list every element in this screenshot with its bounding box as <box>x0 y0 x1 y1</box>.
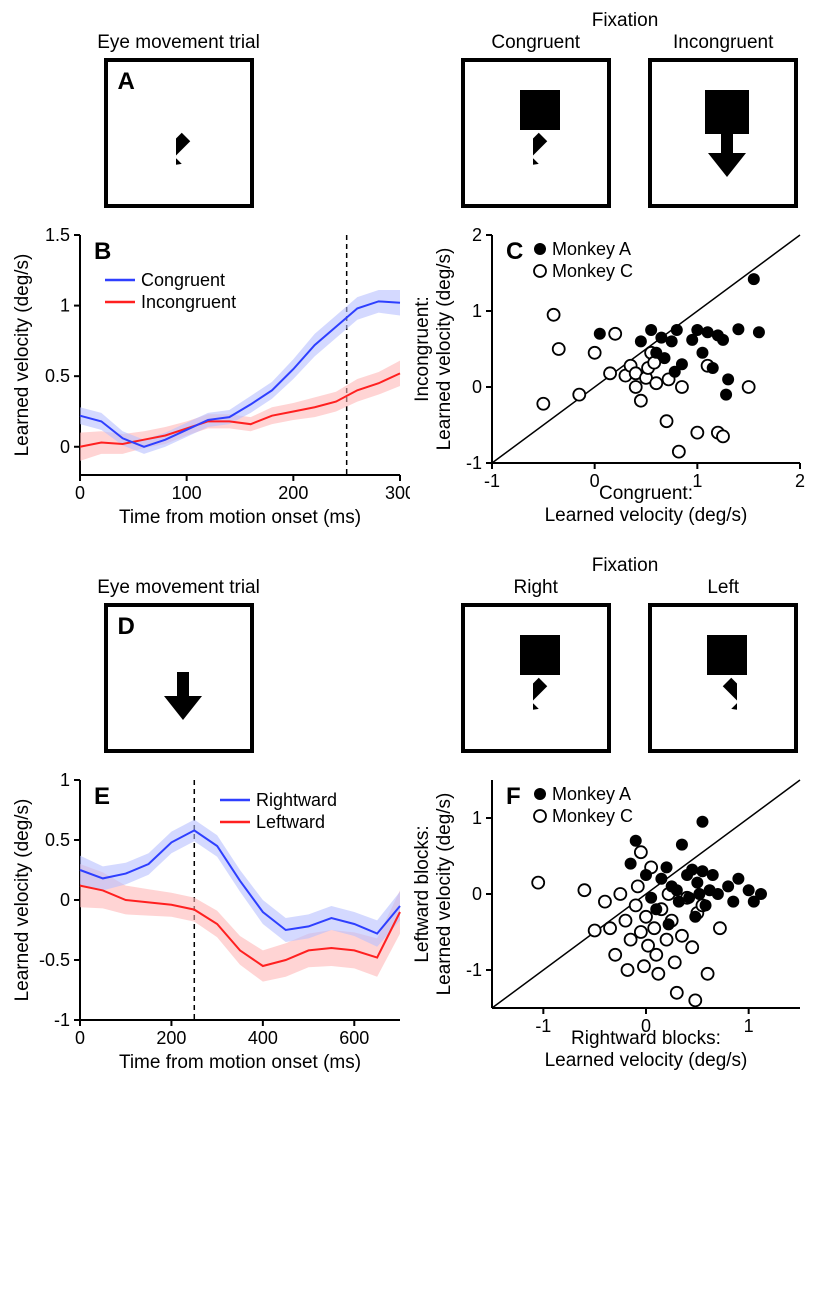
arrow-down-icon <box>158 672 208 732</box>
title-eye-d: Eye movement trial <box>70 577 287 599</box>
panel-c-scatter: -1012-1012Incongruent:Learned velocity (… <box>410 225 810 535</box>
svg-text:B: B <box>94 238 111 265</box>
svg-text:1: 1 <box>60 770 70 790</box>
svg-text:1: 1 <box>472 808 482 828</box>
svg-text:Learned velocity (deg/s): Learned velocity (deg/s) <box>545 505 748 526</box>
svg-text:0: 0 <box>60 437 70 457</box>
panel-b-chart: 0 100 200 300 0 0.5 1 1.5 Learned velocity (deg/… <box>10 225 410 535</box>
svg-text:Rightward: Rightward <box>256 790 337 810</box>
title-fixation-d: Fixation <box>440 555 810 577</box>
arrow-se-icon <box>533 672 593 732</box>
svg-text:C: C <box>506 238 523 265</box>
box-incongruent <box>648 58 798 208</box>
arrow-se-icon <box>176 127 236 187</box>
arrow-se-icon <box>533 127 593 187</box>
svg-text:E: E <box>94 783 110 810</box>
svg-text:0: 0 <box>472 377 482 397</box>
panel-f-scatter: -101-101Leftward blocks:Learned velocity… <box>410 770 810 1080</box>
row-ef: 0 200 400 600 -1 -0.5 0 0.5 1 Learned velocity (d… <box>10 770 812 1080</box>
svg-text:-1: -1 <box>466 453 482 473</box>
svg-text:Monkey C: Monkey C <box>552 261 633 281</box>
svg-text:0: 0 <box>75 1028 85 1048</box>
svg-text:Leftward blocks:: Leftward blocks: <box>412 825 433 962</box>
row-a-schematics: Fixation Eye movement trial A Congruent <box>10 10 812 205</box>
box-congruent <box>461 58 611 208</box>
panel-e-chart: 0 200 400 600 -1 -0.5 0 0.5 1 Learned velocity (d… <box>10 770 410 1080</box>
svg-text:1: 1 <box>744 1016 754 1036</box>
svg-text:1.5: 1.5 <box>45 225 70 245</box>
svg-text:0.5: 0.5 <box>45 366 70 386</box>
svg-text:-1: -1 <box>54 1010 70 1030</box>
svg-text:2: 2 <box>472 225 482 245</box>
box-right <box>461 603 611 753</box>
svg-text:Incongruent: Incongruent <box>141 292 236 312</box>
svg-text:0: 0 <box>75 483 85 503</box>
svg-text:1: 1 <box>60 296 70 316</box>
svg-text:600: 600 <box>339 1028 369 1048</box>
title-fixation-a: Fixation <box>440 10 810 32</box>
arrow-down-icon <box>702 127 752 187</box>
svg-text:Learned velocity (deg/s): Learned velocity (deg/s) <box>434 248 455 451</box>
svg-text:Congruent:: Congruent: <box>599 483 693 504</box>
svg-text:-0.5: -0.5 <box>39 950 70 970</box>
square-icon <box>520 635 560 675</box>
svg-text:1: 1 <box>472 301 482 321</box>
svg-text:Learned velocity (deg/s): Learned velocity (deg/s) <box>545 1050 748 1071</box>
svg-text:200: 200 <box>156 1028 186 1048</box>
svg-text:2: 2 <box>795 471 805 491</box>
svg-text:Congruent: Congruent <box>141 270 225 290</box>
svg-text:300: 300 <box>385 483 410 503</box>
svg-text:0.5: 0.5 <box>45 830 70 850</box>
square-icon <box>707 635 747 675</box>
svg-text:Time from motion onset (ms): Time from motion onset (ms) <box>119 1052 361 1073</box>
svg-text:Monkey A: Monkey A <box>552 239 631 259</box>
svg-text:-1: -1 <box>535 1016 551 1036</box>
svg-text:200: 200 <box>278 483 308 503</box>
title-eye-a: Eye movement trial <box>70 32 287 54</box>
arrow-sw-icon <box>677 672 737 732</box>
svg-text:Incongruent:: Incongruent: <box>412 296 433 402</box>
svg-text:Monkey A: Monkey A <box>552 784 631 804</box>
svg-text:Time from motion onset (ms): Time from motion onset (ms) <box>119 507 361 528</box>
figure: Fixation Eye movement trial A Congruent <box>10 10 812 1080</box>
svg-text:0: 0 <box>472 884 482 904</box>
box-eye-d: D <box>104 603 254 753</box>
svg-text:-1: -1 <box>484 471 500 491</box>
svg-text:Rightward blocks:: Rightward blocks: <box>571 1028 721 1049</box>
svg-text:Learned velocity (deg/s): Learned velocity (deg/s) <box>12 799 33 1002</box>
panel-label-a: A <box>118 68 135 96</box>
square-icon <box>520 90 560 130</box>
box-eye-a: A <box>104 58 254 208</box>
svg-text:400: 400 <box>248 1028 278 1048</box>
svg-text:-1: -1 <box>466 960 482 980</box>
box-left <box>648 603 798 753</box>
svg-text:Learned velocity (deg/s): Learned velocity (deg/s) <box>12 254 33 457</box>
svg-text:F: F <box>506 783 521 810</box>
svg-text:0: 0 <box>60 890 70 910</box>
svg-text:1: 1 <box>692 471 702 491</box>
svg-text:Monkey C: Monkey C <box>552 806 633 826</box>
svg-text:100: 100 <box>172 483 202 503</box>
svg-text:Learned velocity (deg/s): Learned velocity (deg/s) <box>434 793 455 996</box>
panel-label-d: D <box>118 613 135 641</box>
row-d-schematics: Fixation Eye movement trial D Right <box>10 555 812 750</box>
svg-text:Leftward: Leftward <box>256 812 325 832</box>
row-bc: 0 100 200 300 0 0.5 1 1.5 Learned velocity (deg/… <box>10 225 812 535</box>
